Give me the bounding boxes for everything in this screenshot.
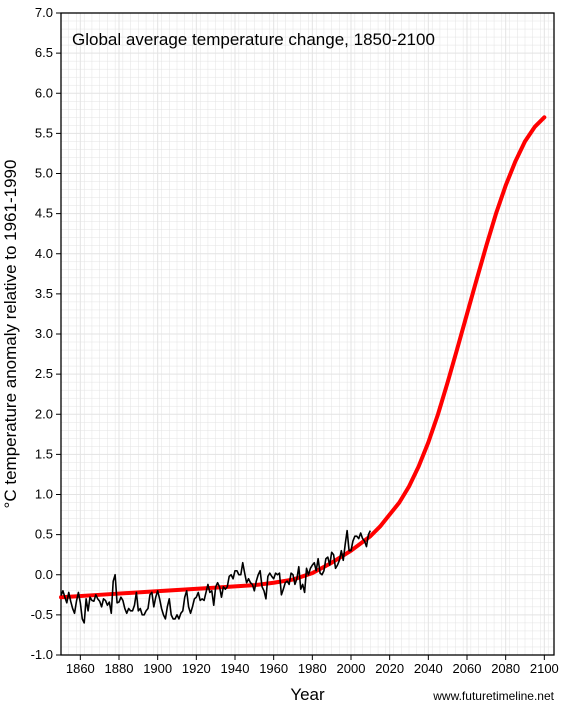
x-tick-label: 2100 — [530, 661, 559, 676]
x-tick-label: 2000 — [337, 661, 366, 676]
y-tick-label: 4.0 — [35, 246, 53, 261]
x-tick-label: 2080 — [491, 661, 520, 676]
x-tick-label: 1900 — [143, 661, 172, 676]
line-chart: -1.0 -0.5 0.0 0.5 1.0 1.5 2.0 2.5 3.0 3.5 4.0 4.5 5.… — [0, 0, 565, 716]
y-axis-label: °C temperature anomaly relative to 1961-… — [1, 160, 20, 509]
y-tick-label: 6.0 — [35, 85, 53, 100]
y-tick-label: 0.5 — [35, 527, 53, 542]
x-tick-label: 2020 — [375, 661, 404, 676]
y-tick-label: -0.5 — [31, 607, 53, 622]
y-tick-label: 5.5 — [35, 125, 53, 140]
y-tick-label: 0.0 — [35, 567, 53, 582]
y-tick-label: 1.0 — [35, 487, 53, 502]
x-tick-label: 1920 — [182, 661, 211, 676]
x-tick-label: 1860 — [66, 661, 95, 676]
y-tick-label: 4.5 — [35, 206, 53, 221]
y-tick-label: 2.5 — [35, 366, 53, 381]
y-tick-label: 5.0 — [35, 166, 53, 181]
chart-container: -1.0 -0.5 0.0 0.5 1.0 1.5 2.0 2.5 3.0 3.5 4.0 4.5 5.… — [0, 0, 565, 716]
x-tick-label: 2060 — [453, 661, 482, 676]
chart-title: Global average temperature change, 1850-… — [72, 30, 435, 49]
y-tick-label: 7.0 — [35, 5, 53, 20]
y-tick-label: -1.0 — [31, 647, 53, 662]
x-tick-label: 1880 — [105, 661, 134, 676]
x-tick-label: 2040 — [414, 661, 443, 676]
y-tick-label: 3.0 — [35, 326, 53, 341]
x-tick-label: 1940 — [221, 661, 250, 676]
credit-text: www.futuretimeline.net — [432, 689, 554, 703]
grid — [61, 13, 554, 655]
y-tick-label: 2.0 — [35, 406, 53, 421]
y-tick-label: 1.5 — [35, 446, 53, 461]
x-tick-label: 1960 — [259, 661, 288, 676]
y-tick-label: 6.5 — [35, 45, 53, 60]
y-tick-label: 3.5 — [35, 286, 53, 301]
x-tick-label: 1980 — [298, 661, 327, 676]
x-axis-label: Year — [290, 685, 325, 704]
